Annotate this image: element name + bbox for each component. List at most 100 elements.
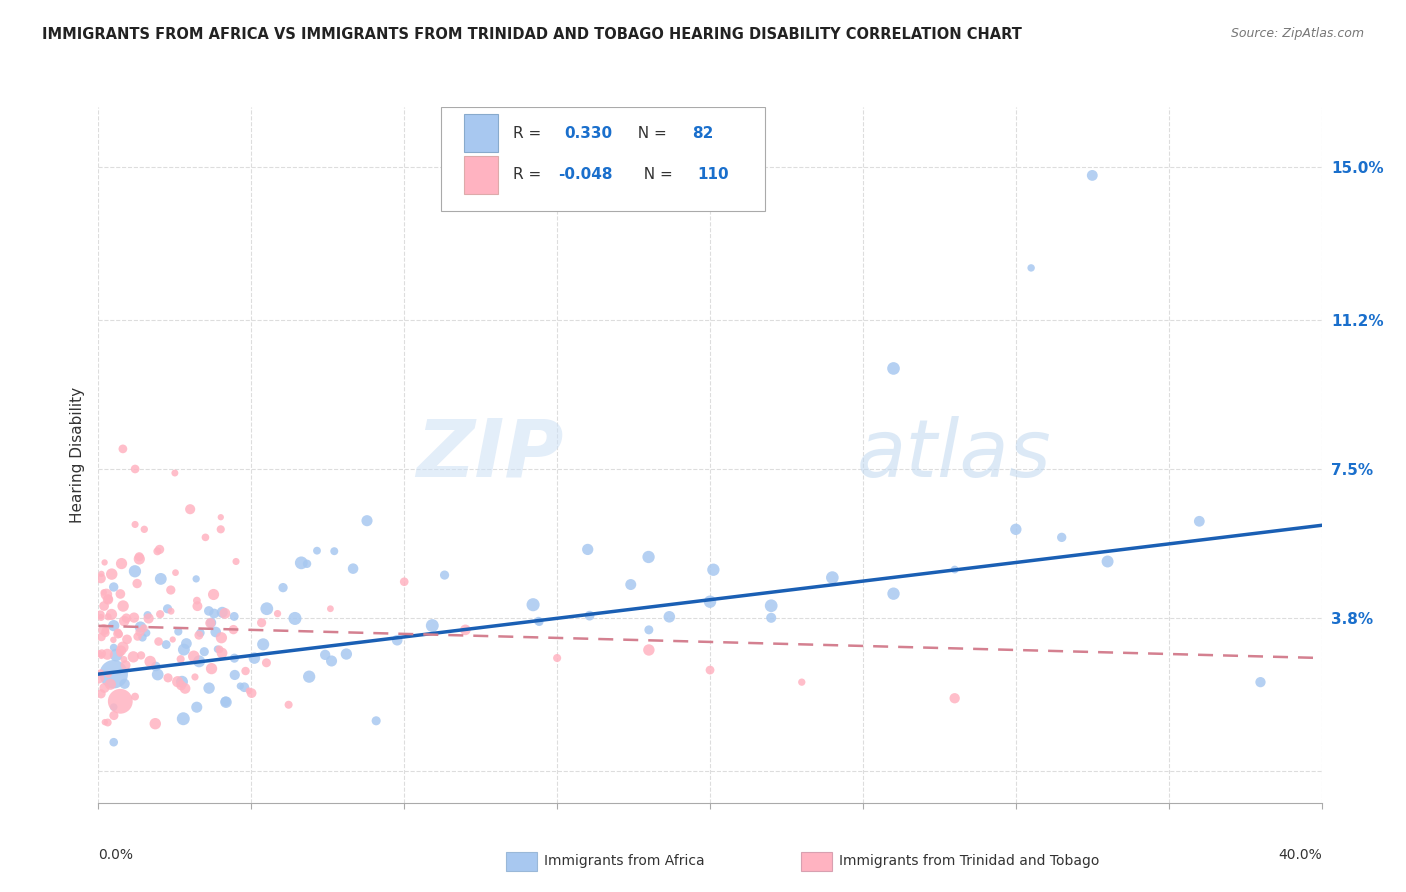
Point	[110, 646, 132, 660]
Point	[433, 568, 456, 582]
Point	[90, 687, 112, 701]
Text: R =: R =	[513, 126, 551, 141]
Point	[166, 674, 188, 689]
Point	[576, 542, 599, 557]
Point	[129, 648, 152, 663]
Text: R =: R =	[513, 168, 546, 182]
Point	[115, 611, 138, 625]
Text: Immigrants from Trinidad and Tobago: Immigrants from Trinidad and Tobago	[839, 854, 1099, 868]
Point	[1019, 260, 1042, 275]
Point	[97, 715, 120, 730]
Point	[1249, 675, 1271, 690]
Point	[186, 700, 208, 714]
Point	[202, 607, 225, 621]
Point	[546, 651, 568, 665]
Point	[305, 543, 328, 558]
Point	[208, 642, 231, 657]
Point	[143, 716, 166, 731]
Point	[90, 571, 112, 585]
Point	[420, 618, 443, 632]
Point	[209, 522, 232, 536]
Point	[759, 611, 782, 625]
Point	[176, 636, 198, 650]
Point	[139, 655, 162, 669]
Point	[225, 554, 247, 568]
Point	[100, 567, 122, 582]
Point	[124, 462, 146, 476]
Point	[110, 587, 132, 601]
Point	[637, 549, 659, 564]
Point	[111, 640, 134, 655]
Text: N =: N =	[634, 168, 678, 182]
Point	[103, 708, 125, 723]
Point	[342, 561, 364, 575]
Point	[103, 700, 125, 714]
Point	[170, 674, 193, 689]
Point	[173, 642, 195, 657]
Y-axis label: Hearing Disability: Hearing Disability	[69, 387, 84, 523]
Point	[222, 623, 245, 637]
Point	[100, 677, 122, 691]
Point	[93, 599, 115, 613]
Text: 40.0%: 40.0%	[1278, 848, 1322, 862]
Point	[527, 614, 550, 628]
Point	[1097, 554, 1119, 568]
Point	[93, 585, 115, 599]
Text: -0.048: -0.048	[558, 168, 613, 182]
Point	[136, 608, 159, 623]
Point	[187, 628, 209, 642]
Point	[759, 599, 782, 613]
Point	[162, 632, 184, 647]
Point	[319, 601, 342, 615]
Text: 0.330: 0.330	[564, 126, 613, 141]
Point	[105, 648, 128, 662]
Point	[124, 690, 146, 704]
Point	[385, 633, 408, 648]
Point	[790, 675, 813, 690]
Point	[314, 648, 336, 662]
Point	[145, 659, 167, 673]
Point	[277, 698, 299, 712]
Point	[250, 615, 273, 630]
Point	[110, 643, 132, 657]
Point	[103, 735, 125, 749]
Point	[149, 572, 172, 586]
Point	[224, 609, 246, 624]
Point	[284, 611, 307, 625]
Point	[97, 592, 120, 607]
Text: 82: 82	[692, 126, 713, 141]
Point	[209, 510, 232, 524]
Point	[883, 361, 905, 376]
Point	[159, 582, 181, 597]
Point	[148, 634, 170, 648]
Point	[103, 618, 125, 632]
Point	[186, 593, 208, 607]
Point	[89, 607, 111, 622]
Point	[90, 566, 112, 581]
Point	[620, 577, 643, 591]
Point	[90, 648, 112, 663]
Point	[207, 642, 229, 657]
Point	[335, 647, 357, 661]
Point	[271, 581, 294, 595]
Point	[658, 609, 681, 624]
Text: Immigrants from Africa: Immigrants from Africa	[544, 854, 704, 868]
Point	[122, 610, 145, 624]
Point	[1004, 522, 1026, 536]
Point	[235, 664, 257, 678]
Point	[128, 552, 150, 566]
Point	[107, 627, 129, 641]
Point	[129, 620, 152, 634]
Point	[188, 654, 211, 668]
Point	[127, 630, 149, 644]
Point	[108, 627, 131, 641]
Point	[135, 626, 157, 640]
Text: 110: 110	[697, 168, 730, 182]
Point	[112, 599, 135, 613]
Point	[90, 630, 112, 644]
Point	[115, 632, 138, 647]
Point	[90, 665, 112, 680]
Point	[392, 574, 416, 589]
Point	[94, 715, 117, 730]
Point	[290, 556, 312, 570]
